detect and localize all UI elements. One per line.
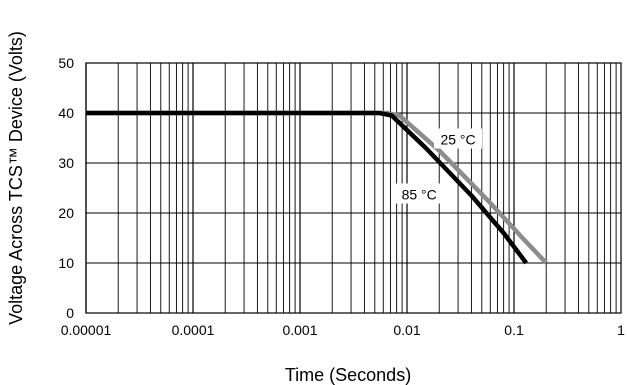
- series-label: 85 °C: [402, 187, 437, 203]
- y-tick-label: 10: [58, 255, 74, 271]
- y-axis-title: Voltage Across TCS™ Device (Volts): [6, 31, 26, 325]
- y-tick-label: 40: [58, 105, 74, 121]
- y-tick-label: 30: [58, 155, 74, 171]
- x-tick-label: 0.00001: [61, 322, 112, 338]
- x-tick-label: 1: [617, 322, 625, 338]
- x-tick-label: 0.01: [393, 322, 420, 338]
- y-tick-label: 20: [58, 205, 74, 221]
- x-tick-label: 0.0001: [172, 322, 215, 338]
- x-tick-label: 0.1: [504, 322, 524, 338]
- plot-frame: [85, 62, 622, 314]
- y-tick-label: 50: [58, 55, 74, 71]
- series-label-background: [434, 128, 483, 149]
- series-lines: [86, 110, 548, 265]
- x-tick-label: 0.001: [282, 322, 317, 338]
- grid: [85, 62, 621, 314]
- x-axis-title: Time (Seconds): [285, 365, 411, 385]
- y-tick-label: 0: [66, 305, 74, 321]
- series-label: 25 °C: [440, 132, 475, 148]
- series-line: [86, 110, 528, 265]
- series-labels: 25 °C 85 °C: [395, 128, 483, 204]
- series-label-background: [395, 183, 444, 204]
